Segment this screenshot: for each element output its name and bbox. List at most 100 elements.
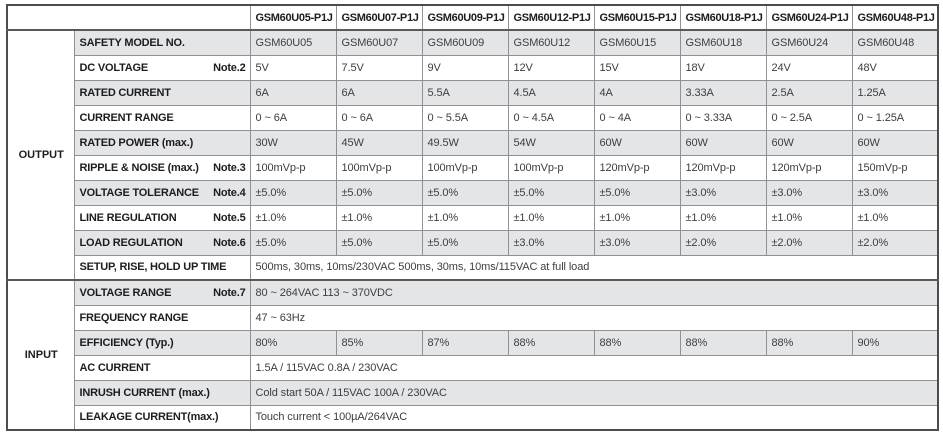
spec-value-cell: 120mVp-p [765,154,853,181]
spec-value-cell: 48V [851,54,939,81]
row-label: VOLTAGE RANGE [79,286,172,299]
row-note: Note.4 [213,186,246,199]
row-label: LEAKAGE CURRENT(max.) [79,411,219,424]
row-label: INRUSH CURRENT (max.) [79,386,210,399]
spec-value-cell: ±5.0% [421,179,509,206]
table-row: OUTPUT SAFETY MODEL NO. GSM60U05 GSM60U07 GS… [6,29,939,281]
corner-cell [6,4,251,31]
spec-value-cell: ±1.0% [679,204,767,231]
spec-value-cell: GSM60U15 [593,29,681,56]
model-header-row: GSM60U05-P1J GSM60U07-P1J GSM60U09-P1J GSM6… [6,4,939,31]
spec-value-cell: ±1.0% [593,204,681,231]
table-row: LEAKAGE CURRENT(max.) Touch current < 100… [7,404,939,431]
section-label: INPUT [6,279,75,431]
row-label-cell: AC CURRENT [73,354,251,381]
spec-value-cell: 1.25A [851,79,939,106]
spec-value-cell: ±3.0% [679,179,767,206]
spec-value-cell: ±3.0% [593,229,681,256]
row-label-cell: INRUSH CURRENT (max.) [73,379,251,406]
row-label-cell: SAFETY MODEL NO. [73,29,251,56]
spec-value-cell: 100mVp-p [421,154,509,181]
spec-value-cell: ±5.0% [249,229,337,256]
spec-value-cell: ±5.0% [421,229,509,256]
spec-value-cell: 24V [765,54,853,81]
spec-table: GSM60U05-P1J GSM60U07-P1J GSM60U09-P1J GSM6… [6,4,939,431]
table-row: CURRENT RANGE 0 ~ 6A 0 ~ 6A 0 ~ 5.5A 0 ~ 4.5… [7,104,939,131]
spec-value-cell: 0 ~ 4.5A [507,104,595,131]
row-label-cell: RATED POWER (max.) [73,129,251,156]
spec-value-cell: GSM60U24 [765,29,853,56]
model-header-cell: GSM60U24-P1J [765,4,853,31]
spec-value-cell: 4A [593,79,681,106]
spec-span-cell: 47 ~ 63Hz [249,304,939,331]
model-header-cell: GSM60U12-P1J [507,4,595,31]
row-label: EFFICIENCY (Typ.) [79,336,174,349]
spec-value-cell: ±5.0% [507,179,595,206]
row-label-cell: RIPPLE & NOISE (max.) Note.3 [73,154,251,181]
model-header-cell: GSM60U07-P1J [335,4,423,31]
spec-span-cell: 500ms, 30ms, 10ms/230VAC 500ms, 30ms, 10… [249,254,939,281]
spec-value-cell: ±1.0% [765,204,853,231]
spec-value-cell: ±1.0% [851,204,939,231]
row-note: Note.2 [213,61,246,74]
spec-value-cell: 0 ~ 1.25A [851,104,939,131]
table-row: RIPPLE & NOISE (max.) Note.3 100mVp-p 100mV… [7,154,939,181]
spec-value-cell: 7.5V [335,54,423,81]
spec-value-cell: 45W [335,129,423,156]
table-row: INRUSH CURRENT (max.) Cold start 50A / 11… [7,379,939,406]
row-label: AC CURRENT [79,361,151,374]
spec-value-cell: GSM60U48 [851,29,939,56]
spec-value-cell: 85% [335,329,423,356]
row-note: Note.3 [213,161,246,174]
spec-value-cell: 100mVp-p [507,154,595,181]
model-header-cell: GSM60U48-P1J [851,4,939,31]
spec-value-cell: 88% [679,329,767,356]
spec-value-cell: 4.5A [507,79,595,106]
table-row: LINE REGULATION Note.5 ±1.0% ±1.0% ±1.0% ±1.0… [7,204,939,231]
row-label: RATED POWER (max.) [79,136,194,149]
row-label: FREQUENCY RANGE [79,311,189,324]
spec-value-cell: 120mVp-p [593,154,681,181]
spec-value-cell: 18V [679,54,767,81]
model-header-cell: GSM60U18-P1J [679,4,767,31]
table-row: SETUP, RISE, HOLD UP TIME 500ms, 30ms, 10… [7,254,939,281]
spec-span-cell: 80 ~ 264VAC 113 ~ 370VDC [249,279,939,306]
row-note: Note.7 [213,286,246,299]
model-header-cell: GSM60U05-P1J [249,4,337,31]
spec-span-cell: Touch current < 100µA/264VAC [249,404,939,431]
spec-value-cell: 0 ~ 6A [249,104,337,131]
row-note: Note.5 [213,211,246,224]
row-label-cell: SETUP, RISE, HOLD UP TIME [73,254,251,281]
row-label-cell: DC VOLTAGE Note.2 [73,54,251,81]
spec-value-cell: 60W [851,129,939,156]
spec-value-cell: 150mVp-p [851,154,939,181]
spec-value-cell: 60W [765,129,853,156]
row-label-cell: LINE REGULATION Note.5 [73,204,251,231]
row-label-cell: LEAKAGE CURRENT(max.) [73,404,251,431]
table-row: EFFICIENCY (Typ.) 80% 85% 87% 88% 88% 88% 88% 90… [7,329,939,356]
row-label: LINE REGULATION [79,211,177,224]
row-label-cell: FREQUENCY RANGE [73,304,251,331]
spec-value-cell: ±2.0% [765,229,853,256]
spec-value-cell: 54W [507,129,595,156]
spec-value-cell: ±2.0% [679,229,767,256]
spec-value-cell: 9V [421,54,509,81]
spec-value-cell: ±3.0% [507,229,595,256]
row-label: SETUP, RISE, HOLD UP TIME [79,261,227,274]
spec-value-cell: ±5.0% [249,179,337,206]
spec-value-cell: 80% [249,329,337,356]
row-label-cell: VOLTAGE TOLERANCE Note.4 [73,179,251,206]
row-label: RATED CURRENT [79,86,172,99]
row-label: SAFETY MODEL NO. [79,36,185,49]
spec-value-cell: ±1.0% [421,204,509,231]
spec-value-cell: 3.33A [679,79,767,106]
table-row: RATED POWER (max.) 30W 45W 49.5W 54W 60W 60W 60… [7,129,939,156]
spec-value-cell: ±3.0% [765,179,853,206]
spec-value-cell: 6A [335,79,423,106]
spec-value-cell: ±1.0% [507,204,595,231]
row-label-cell: LOAD REGULATION Note.6 [73,229,251,256]
spec-value-cell: GSM60U12 [507,29,595,56]
spec-value-cell: 87% [421,329,509,356]
spec-value-cell: 100mVp-p [335,154,423,181]
spec-value-cell: 60W [593,129,681,156]
